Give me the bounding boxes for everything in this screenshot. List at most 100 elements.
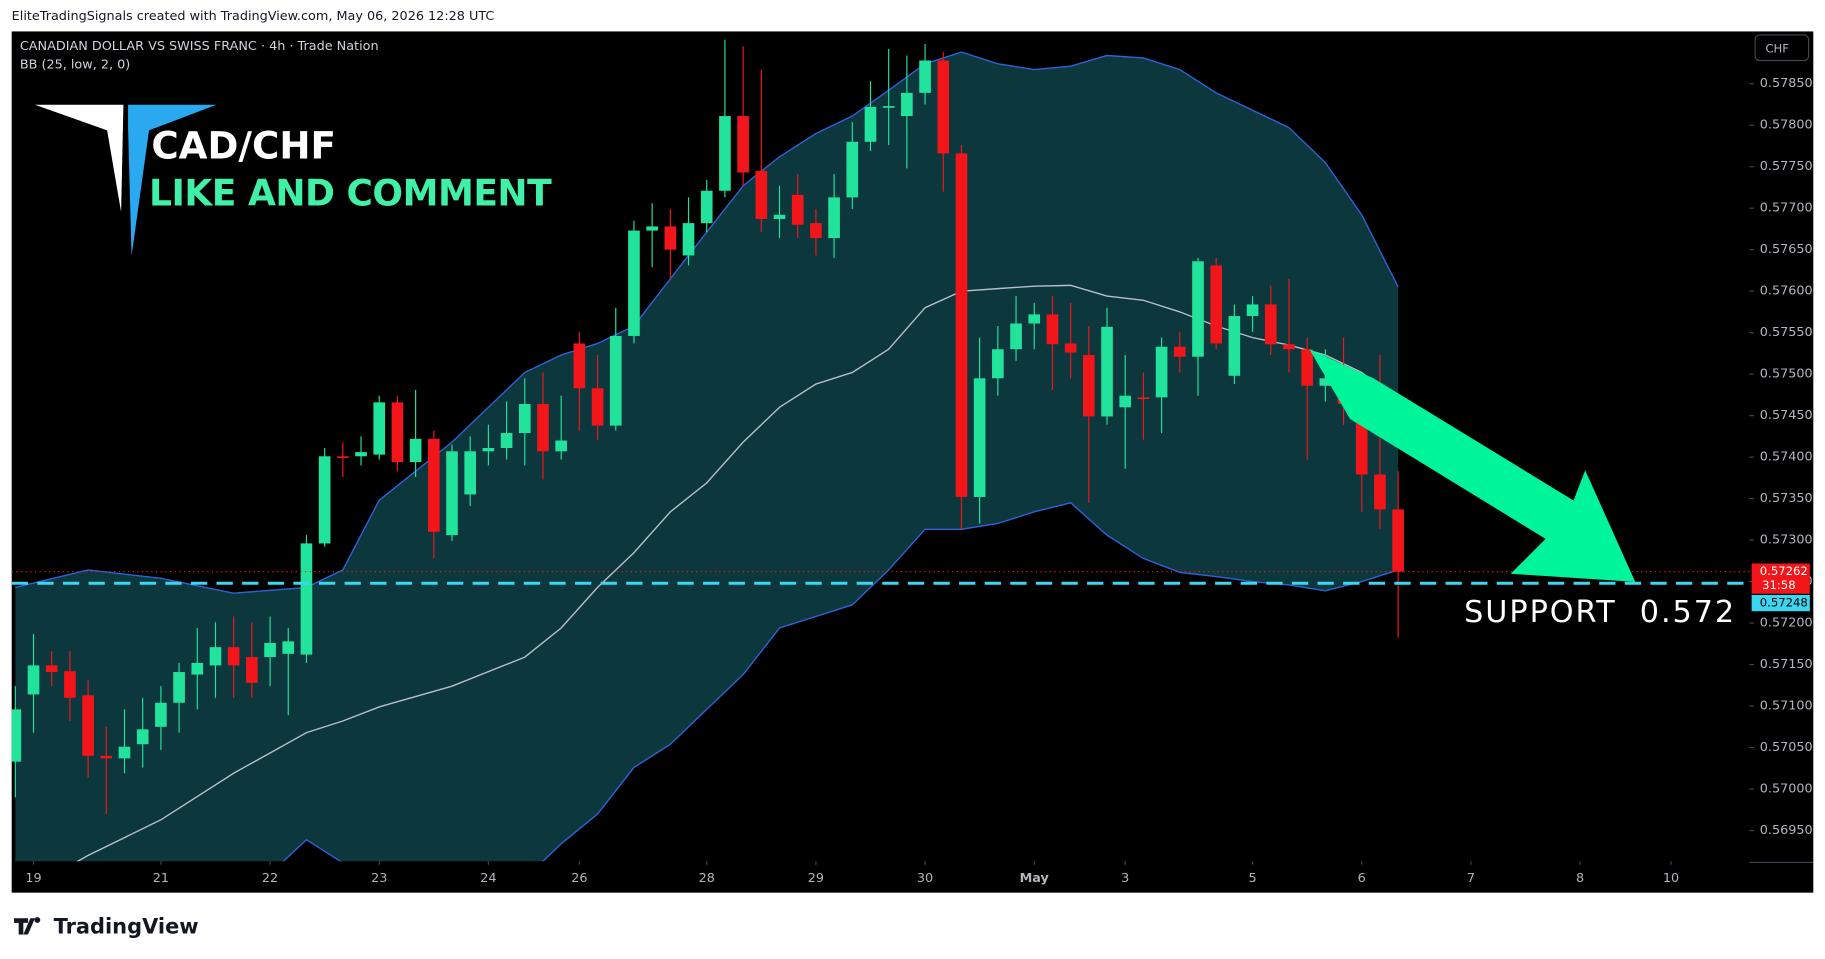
candle-body — [846, 141, 859, 198]
candle-body — [409, 438, 422, 463]
candle-body — [1173, 346, 1186, 357]
y-tick-label: 0.57100 — [1760, 699, 1813, 714]
candle-body — [919, 60, 931, 93]
candle-body — [209, 647, 222, 666]
candle-body — [773, 214, 786, 219]
candle-body — [737, 116, 749, 173]
x-tick-label: 24 — [480, 871, 496, 886]
band-upper — [15, 51, 1399, 594]
x-tick-label: 26 — [571, 871, 587, 886]
currency-button[interactable] — [1754, 34, 1810, 62]
candle-body — [664, 226, 677, 250]
y-tick-label: 0.57050 — [1760, 740, 1813, 755]
y-tick-label: 0.57700 — [1760, 201, 1813, 216]
brand-icon — [14, 917, 41, 935]
candle-body — [1155, 346, 1168, 398]
candle-body — [1083, 355, 1095, 417]
y-tick-label: 0.57750 — [1760, 159, 1813, 174]
x-tick-label: 5 — [1249, 871, 1257, 886]
candle-body — [264, 642, 276, 658]
x-tick-label: 23 — [371, 871, 387, 886]
candle-body — [973, 378, 986, 497]
candle-body — [537, 404, 549, 452]
last-price-box — [1751, 563, 1810, 594]
y-tick-label: 0.57650 — [1760, 242, 1813, 257]
x-tick-label: 30 — [917, 871, 933, 886]
candle-body — [427, 438, 440, 532]
candle-body — [591, 388, 604, 426]
candle-body — [282, 641, 295, 654]
y-tick-label: 0.57150 — [1760, 657, 1813, 672]
brand: TradingView — [54, 915, 199, 939]
candle-body — [555, 440, 567, 452]
candle-body — [227, 647, 240, 666]
candle-body — [901, 92, 913, 117]
candle-body — [882, 106, 895, 108]
y-tick-label: 0.57450 — [1760, 408, 1813, 423]
x-tick-label: 29 — [808, 871, 824, 886]
x-tick-label: 10 — [1663, 871, 1679, 886]
candle-body — [318, 456, 331, 544]
plot-area — [11, 39, 1750, 862]
x-tick-label: 28 — [699, 871, 715, 886]
candle-body — [45, 665, 58, 673]
x-tick-label: 19 — [25, 871, 41, 886]
candle-body — [791, 194, 804, 225]
band-lower — [282, 502, 1399, 862]
candle-body — [1010, 323, 1022, 350]
x-tick-label: 3 — [1121, 871, 1129, 886]
candle-body — [719, 116, 731, 191]
candle-body — [810, 223, 822, 239]
candle-body — [82, 695, 94, 756]
currency-label[interactable]: CHF — [1765, 41, 1789, 55]
y-tick-label: 0.57200 — [1760, 616, 1813, 631]
candle-body — [1374, 474, 1386, 510]
support-price-label: 0.57248 — [1760, 596, 1808, 610]
candle-body — [173, 672, 185, 703]
countdown-label: 31:58 — [1762, 578, 1796, 592]
candle-body — [155, 702, 167, 727]
y-tick-label: 0.57000 — [1760, 782, 1813, 797]
candle-body — [118, 746, 131, 759]
support-annotation: SUPPORT 0.572 — [1464, 595, 1734, 630]
candle-body — [1228, 316, 1241, 376]
candle-body — [27, 665, 40, 695]
candle-body — [646, 226, 658, 231]
x-tick-label: 21 — [153, 871, 169, 886]
y-tick-label: 0.57600 — [1760, 284, 1813, 299]
candle-body — [191, 662, 204, 675]
candle-body — [1246, 304, 1259, 317]
candle-body — [1283, 344, 1295, 350]
candle-body — [482, 447, 495, 452]
logo-blue — [128, 104, 217, 257]
candle-body — [64, 671, 76, 698]
x-tick-label: 6 — [1358, 871, 1366, 886]
candle-body — [1046, 314, 1059, 345]
candle-body — [1319, 378, 1332, 386]
candle-body — [391, 402, 404, 463]
candle-body — [1392, 509, 1404, 572]
y-tick-label: 0.57350 — [1760, 491, 1813, 506]
candle-body — [1101, 326, 1113, 417]
candle-body — [246, 657, 258, 683]
candle-body — [373, 402, 386, 455]
y-tick-label: 0.57300 — [1760, 533, 1813, 548]
chart-title: CANADIAN DOLLAR VS SWISS FRANC · 4h · Tr… — [20, 39, 379, 54]
candle-body — [1064, 343, 1077, 353]
band-fill — [15, 52, 1399, 862]
candle-body — [937, 60, 950, 154]
candle-body — [1264, 304, 1277, 345]
candle-body — [573, 343, 586, 389]
y-tick-label: 0.57850 — [1760, 76, 1813, 91]
candle-body — [1301, 349, 1313, 386]
candle-body — [500, 433, 513, 448]
candle-body — [355, 452, 367, 457]
cta-annotation: LIKE AND COMMENT — [149, 173, 552, 215]
brand-logo — [14, 917, 41, 935]
y-tick-label: 0.56950 — [1760, 823, 1813, 838]
candle-body — [755, 170, 768, 219]
candle-body — [464, 451, 477, 495]
candle-body — [300, 543, 313, 655]
symbol-annotation: CAD/CHF — [151, 123, 336, 167]
